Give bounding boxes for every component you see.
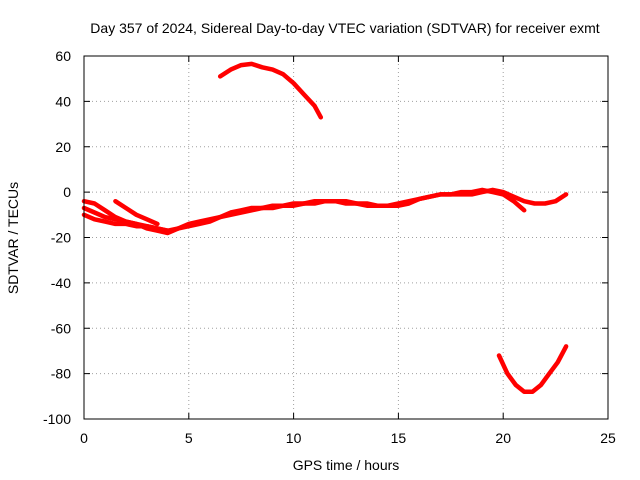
- grid: [84, 56, 608, 419]
- y-tick-label: -60: [51, 320, 71, 336]
- y-axis-label: SDTVAR / TECUs: [5, 182, 21, 294]
- y-tick-label: 60: [55, 48, 71, 64]
- x-tick-label: 5: [185, 430, 193, 446]
- x-tick-label: 15: [391, 430, 407, 446]
- tick-labels: 0 5 10 15 20 25 -100 -80 -60 -40 -20 0 20 40 60: [43, 48, 616, 446]
- series-track-6: [496, 344, 569, 395]
- x-axis-label: GPS time / hours: [293, 457, 400, 473]
- series-track-4: [113, 198, 160, 227]
- y-tick-label: -40: [51, 275, 71, 291]
- y-tick-label: -20: [51, 230, 71, 246]
- y-tick-label: 20: [55, 139, 71, 155]
- series-track-5: [217, 61, 324, 120]
- x-tick-label: 0: [80, 430, 88, 446]
- axis-ticks: [83, 55, 609, 420]
- plot-area: [81, 61, 569, 395]
- series-track-3: [81, 212, 171, 233]
- x-tick-label: 20: [495, 430, 511, 446]
- plot-frame: [83, 55, 609, 420]
- y-tick-label: 0: [63, 184, 71, 200]
- chart-title: Day 357 of 2024, Sidereal Day-to-day VTE…: [90, 20, 599, 36]
- y-tick-label: 40: [55, 93, 71, 109]
- y-tick-label: -80: [51, 366, 71, 382]
- x-tick-label: 25: [600, 430, 616, 446]
- y-tick-label: -100: [43, 411, 71, 427]
- x-tick-label: 10: [286, 430, 302, 446]
